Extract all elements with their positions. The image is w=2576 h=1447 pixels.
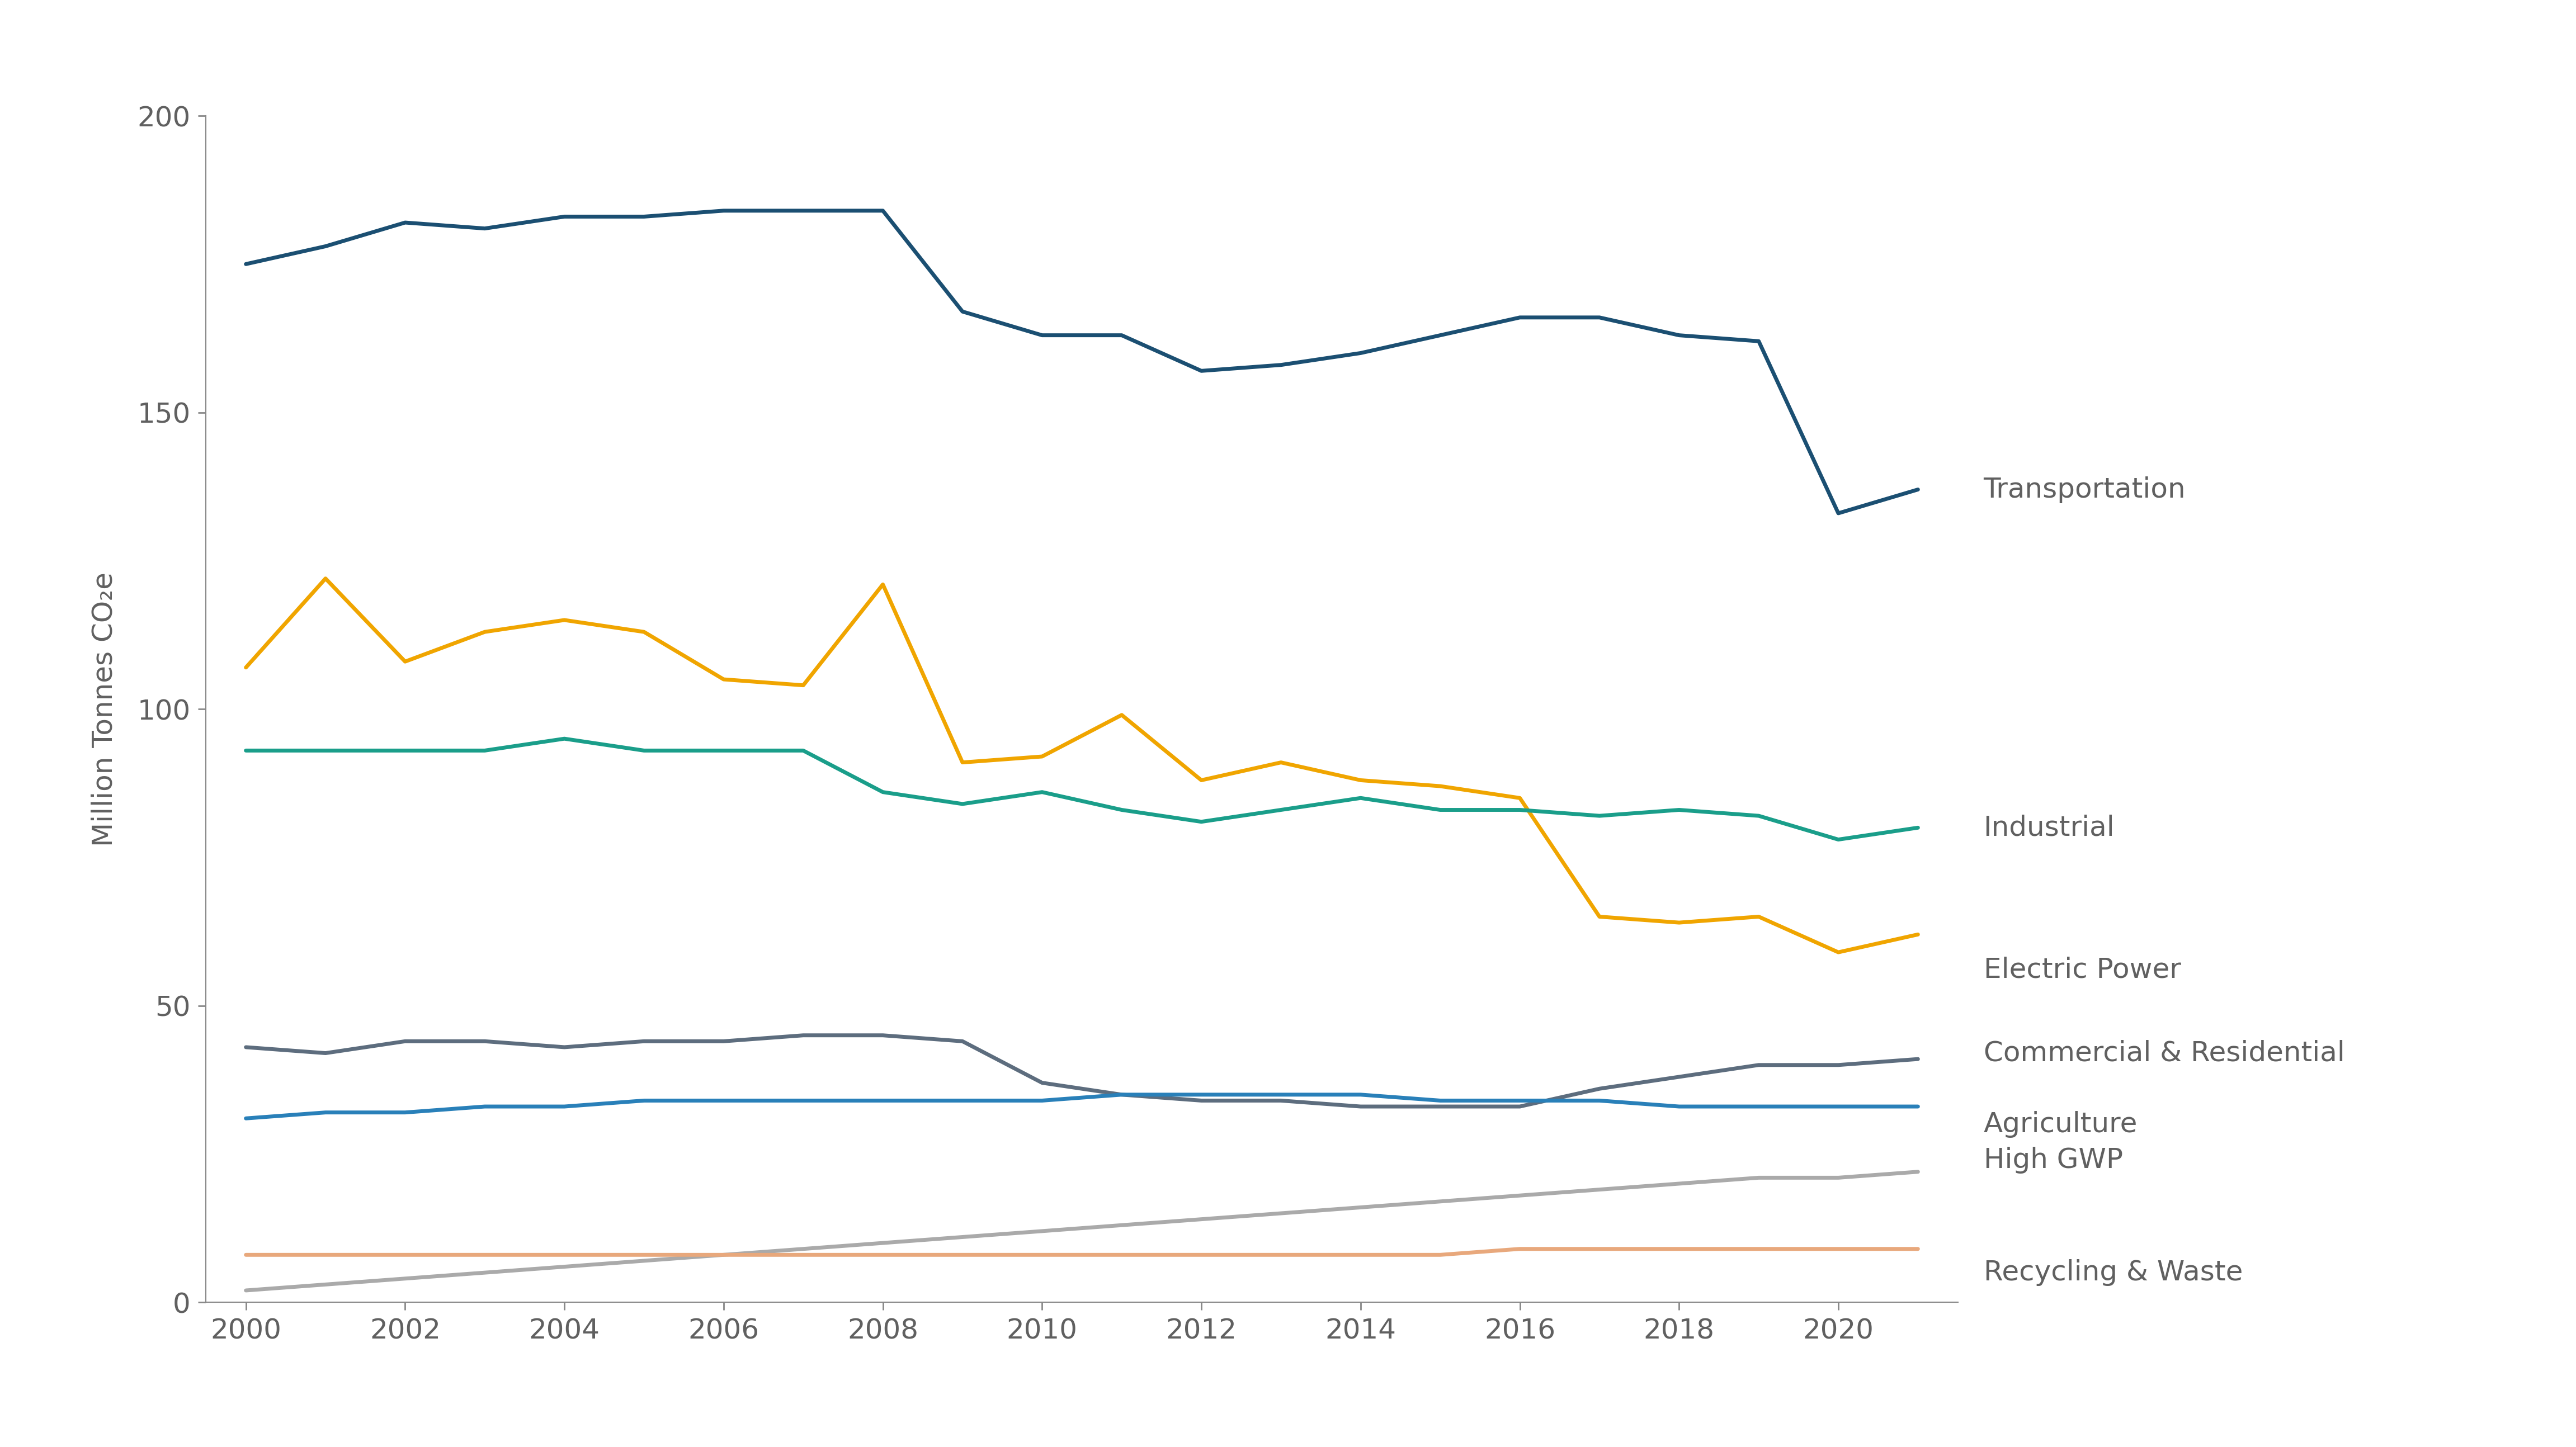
Y-axis label: Million Tonnes CO₂e: Million Tonnes CO₂e	[90, 572, 118, 846]
Text: Commercial & Residential: Commercial & Residential	[1984, 1040, 2344, 1066]
Text: High GWP: High GWP	[1984, 1146, 2123, 1174]
Text: Recycling & Waste: Recycling & Waste	[1984, 1259, 2244, 1286]
Text: Industrial: Industrial	[1984, 815, 2115, 841]
Text: Agriculture: Agriculture	[1984, 1111, 2138, 1137]
Text: Electric Power: Electric Power	[1984, 956, 2182, 984]
Text: Transportation: Transportation	[1984, 476, 2187, 504]
